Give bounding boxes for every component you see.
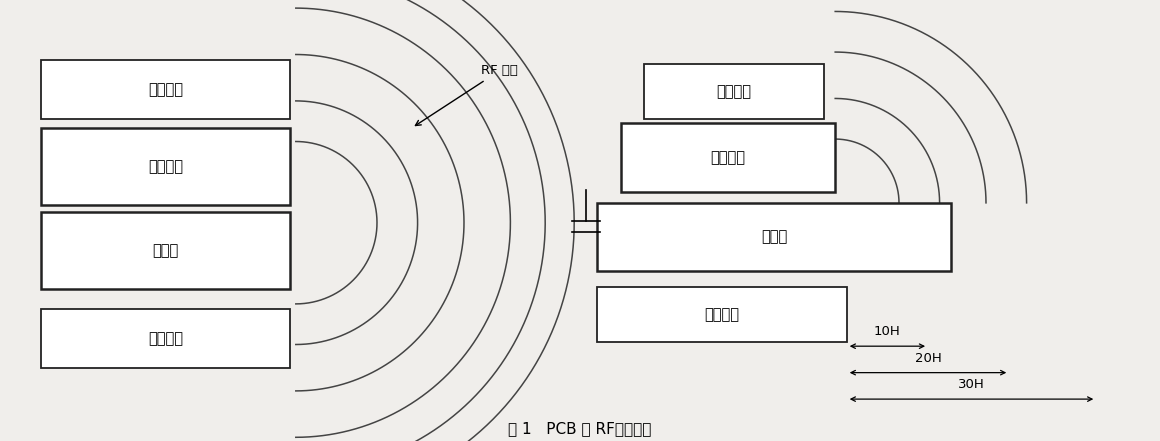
- Text: 电源平面: 电源平面: [147, 159, 183, 174]
- Text: 信号通路: 信号通路: [704, 306, 740, 322]
- Text: 地平面: 地平面: [761, 229, 788, 245]
- Bar: [41, 60, 290, 119]
- Text: 地平面: 地平面: [152, 243, 179, 258]
- Text: 30H: 30H: [958, 378, 985, 391]
- Text: 信号通路: 信号通路: [147, 331, 183, 346]
- Bar: [621, 123, 835, 192]
- Text: RF 辐射: RF 辐射: [415, 64, 519, 126]
- Text: 信号通路: 信号通路: [147, 82, 183, 97]
- Bar: [597, 203, 951, 271]
- Bar: [644, 64, 824, 119]
- Text: 电源平面: 电源平面: [710, 150, 746, 165]
- Text: 10H: 10H: [873, 325, 901, 338]
- Text: 信号通路: 信号通路: [716, 84, 752, 99]
- Bar: [41, 128, 290, 205]
- Bar: [41, 309, 290, 368]
- Text: 图 1   PCB 的 RF边缘效应: 图 1 PCB 的 RF边缘效应: [508, 422, 652, 437]
- Bar: [41, 212, 290, 289]
- Text: 20H: 20H: [914, 352, 942, 365]
- Bar: [597, 287, 847, 342]
